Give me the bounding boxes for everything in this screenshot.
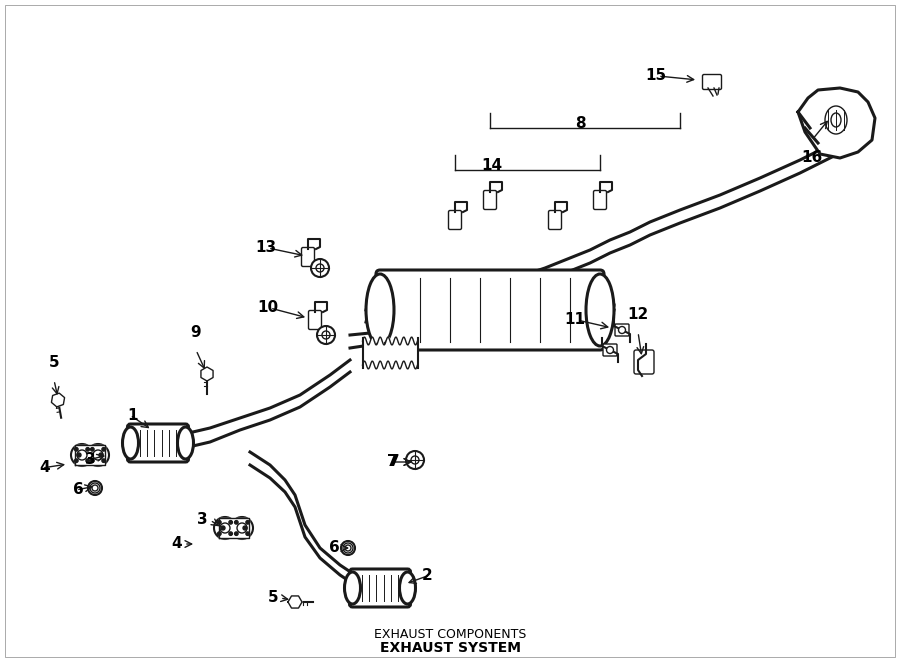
Polygon shape [288,596,302,608]
Ellipse shape [90,483,100,493]
Ellipse shape [246,532,249,536]
Text: 13: 13 [255,240,276,256]
Text: 7: 7 [390,455,400,469]
Polygon shape [490,120,870,296]
Text: 15: 15 [645,68,666,83]
Text: 16: 16 [801,150,823,165]
Ellipse shape [400,572,416,604]
Ellipse shape [86,459,89,462]
Text: 6: 6 [329,540,340,555]
Ellipse shape [99,453,103,457]
Ellipse shape [246,520,249,524]
Text: 12: 12 [627,307,649,322]
Ellipse shape [406,451,424,469]
Ellipse shape [366,274,394,346]
Ellipse shape [237,523,247,533]
Polygon shape [75,445,105,465]
Ellipse shape [71,444,93,466]
Polygon shape [51,393,65,407]
Ellipse shape [75,448,78,451]
Text: 8: 8 [575,117,585,132]
Ellipse shape [122,427,139,459]
FancyBboxPatch shape [483,191,497,209]
FancyBboxPatch shape [703,75,722,89]
Ellipse shape [311,259,329,277]
Text: 3: 3 [86,453,96,467]
Ellipse shape [92,485,98,491]
Polygon shape [350,310,430,348]
Ellipse shape [91,459,94,462]
Ellipse shape [831,113,841,127]
FancyBboxPatch shape [309,310,321,330]
Ellipse shape [345,545,351,551]
Ellipse shape [618,326,626,334]
Polygon shape [219,518,249,538]
FancyBboxPatch shape [448,211,462,230]
Ellipse shape [607,346,614,354]
Text: EXHAUST SYSTEM: EXHAUST SYSTEM [380,641,520,655]
Text: 5: 5 [49,355,59,370]
Text: 14: 14 [482,158,502,173]
FancyBboxPatch shape [603,344,617,356]
Text: 7: 7 [387,455,398,469]
Ellipse shape [243,526,247,530]
Ellipse shape [586,274,614,346]
FancyBboxPatch shape [376,270,604,350]
Ellipse shape [316,264,324,272]
Ellipse shape [77,453,81,457]
Text: 1: 1 [128,408,138,422]
Ellipse shape [345,572,361,604]
Ellipse shape [88,481,102,495]
Ellipse shape [221,526,225,530]
Text: 10: 10 [256,301,278,316]
Ellipse shape [214,517,236,539]
Text: 6: 6 [73,483,84,498]
Ellipse shape [229,532,232,536]
Ellipse shape [322,331,330,339]
Ellipse shape [218,532,221,536]
FancyBboxPatch shape [349,569,410,607]
Ellipse shape [91,448,94,451]
Text: 11: 11 [564,312,585,328]
Ellipse shape [411,456,419,464]
Text: 4: 4 [171,536,182,551]
Ellipse shape [177,427,194,459]
FancyBboxPatch shape [615,324,629,336]
Text: 4: 4 [40,461,50,475]
Polygon shape [160,360,350,452]
Polygon shape [201,367,213,381]
Polygon shape [250,452,355,585]
FancyBboxPatch shape [302,248,314,267]
Ellipse shape [102,448,105,451]
Ellipse shape [235,532,238,536]
Ellipse shape [229,520,232,524]
Ellipse shape [77,450,87,460]
Ellipse shape [317,326,335,344]
Text: 9: 9 [191,325,202,340]
Ellipse shape [825,106,847,134]
Text: EXHAUST COMPONENTS: EXHAUST COMPONENTS [374,628,526,641]
FancyBboxPatch shape [548,211,562,230]
Ellipse shape [218,520,221,524]
Ellipse shape [102,459,105,462]
Ellipse shape [87,444,109,466]
FancyBboxPatch shape [593,191,607,209]
Ellipse shape [86,448,89,451]
Ellipse shape [93,450,103,460]
Ellipse shape [343,543,353,553]
Ellipse shape [231,517,253,539]
Text: 5: 5 [267,591,278,606]
Ellipse shape [220,523,230,533]
Ellipse shape [75,459,78,462]
Text: 2: 2 [422,567,433,583]
Text: 3: 3 [197,512,208,528]
Ellipse shape [341,541,355,555]
Polygon shape [798,88,875,158]
FancyBboxPatch shape [128,424,188,462]
Ellipse shape [235,520,238,524]
FancyBboxPatch shape [634,350,654,374]
